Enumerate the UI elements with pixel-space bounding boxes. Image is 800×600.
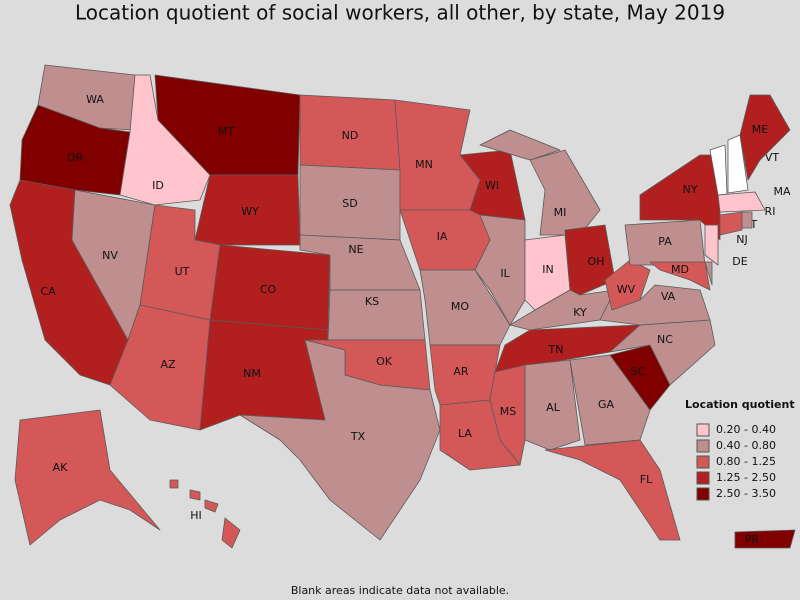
state-label: WA <box>86 93 104 106</box>
state <box>604 259 651 311</box>
state <box>709 144 728 196</box>
state <box>199 319 329 431</box>
state-label: IA <box>437 230 448 243</box>
state <box>119 74 211 206</box>
state-label: VT <box>765 151 780 164</box>
state-label: MA <box>773 185 790 198</box>
legend-title: Location quotient <box>685 398 795 411</box>
state <box>649 261 711 291</box>
note: Blank areas indicate data not available. <box>291 584 509 597</box>
state-label: MN <box>415 158 433 171</box>
state-label: FL <box>640 473 653 486</box>
state <box>704 224 719 266</box>
state-label: CO <box>260 283 277 296</box>
state-label: IL <box>500 267 510 280</box>
legend-swatch <box>696 471 710 485</box>
state-label: NJ <box>736 233 747 246</box>
state-label: HI <box>190 509 202 522</box>
state-label: MT <box>218 125 234 138</box>
state <box>717 191 766 213</box>
state-label: MD <box>671 263 689 276</box>
state <box>169 479 241 549</box>
state-label: NY <box>683 183 698 196</box>
state-label: OR <box>67 151 84 164</box>
state-label: MO <box>451 300 469 313</box>
legend-label: 0.20 - 0.40 <box>716 423 776 436</box>
legend-swatch <box>696 455 710 469</box>
state-label: OK <box>376 355 393 368</box>
state-label: PA <box>658 235 672 248</box>
state <box>544 439 681 541</box>
state-label: NC <box>657 333 673 346</box>
state <box>564 224 616 296</box>
state-label: PR <box>745 533 760 546</box>
state <box>719 211 743 236</box>
state <box>14 409 161 546</box>
state-label: NV <box>102 249 118 262</box>
state-label: KS <box>365 295 379 308</box>
state-label: ME <box>752 123 768 136</box>
state <box>739 94 791 181</box>
state <box>569 354 651 446</box>
state-label: SD <box>342 197 357 210</box>
legend-label: 0.80 - 1.25 <box>716 455 776 468</box>
map-title: Location quotient of social workers, all… <box>75 1 725 25</box>
state <box>194 174 301 246</box>
legend-swatch <box>696 487 710 501</box>
state <box>741 211 753 229</box>
state-label: ID <box>152 179 164 192</box>
state-label: GA <box>598 398 615 411</box>
legend-label: 2.50 - 3.50 <box>716 487 776 500</box>
state-label: NE <box>348 243 363 256</box>
state-label: SC <box>631 365 646 378</box>
state-label: RI <box>765 205 776 218</box>
legend-swatch <box>696 439 710 453</box>
state-label: AR <box>453 365 469 378</box>
legend-swatch <box>696 423 710 437</box>
state <box>524 359 581 451</box>
state-label: DE <box>732 255 747 268</box>
state-label: WV <box>617 283 636 296</box>
state-label: LA <box>458 427 472 440</box>
state-label: IN <box>542 263 553 276</box>
state-label: AK <box>53 461 69 474</box>
state <box>704 261 713 286</box>
state-label: TX <box>350 430 366 443</box>
state <box>474 214 526 326</box>
state <box>19 104 131 196</box>
state-label: ND <box>342 129 359 142</box>
state-label: NM <box>243 367 261 380</box>
state <box>239 339 441 541</box>
state-label: CA <box>40 285 56 298</box>
legend-label: 0.40 - 0.80 <box>716 439 776 452</box>
state-label: AZ <box>160 358 176 371</box>
state-label: AL <box>546 401 561 414</box>
state-label: TN <box>548 343 564 356</box>
legend-label: 1.25 - 2.50 <box>716 471 776 484</box>
state-label: WI <box>485 179 499 192</box>
state-label: WY <box>241 205 259 218</box>
state-label: OH <box>588 255 605 268</box>
state-label: MI <box>554 206 567 219</box>
state <box>509 289 616 331</box>
state-label: VA <box>661 290 676 303</box>
state-label: MS <box>500 405 516 418</box>
state-label: KY <box>573 306 587 319</box>
state-label: UT <box>175 265 190 278</box>
state <box>734 529 796 549</box>
state <box>727 134 749 194</box>
